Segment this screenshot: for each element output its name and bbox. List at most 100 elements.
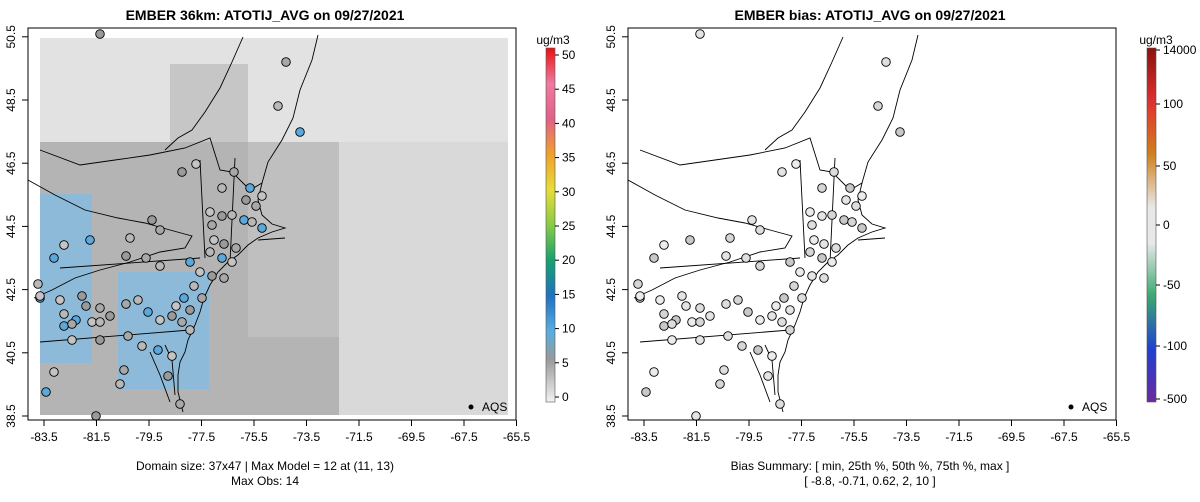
grid-cell bbox=[235, 90, 248, 103]
aqs-site-marker bbox=[797, 293, 807, 303]
grid-cell bbox=[469, 64, 482, 77]
grid-cell bbox=[118, 155, 131, 168]
grid-cell bbox=[417, 207, 430, 220]
grid-cell bbox=[209, 311, 222, 324]
grid-cell bbox=[391, 285, 404, 298]
grid-cell bbox=[495, 246, 508, 259]
grid-cell bbox=[378, 103, 391, 116]
aqs-site-marker bbox=[147, 215, 157, 225]
grid-cell bbox=[209, 298, 222, 311]
grid-cell bbox=[365, 298, 378, 311]
grid-cell bbox=[365, 259, 378, 272]
grid-cell bbox=[235, 389, 248, 402]
grid-cell bbox=[300, 272, 313, 285]
grid-cell bbox=[313, 363, 326, 376]
grid-cell bbox=[248, 363, 261, 376]
grid-cell bbox=[430, 298, 443, 311]
grid-cell bbox=[456, 311, 469, 324]
grid-cell bbox=[92, 389, 105, 402]
grid-cell bbox=[391, 168, 404, 181]
grid-cell bbox=[131, 194, 144, 207]
grid-cell bbox=[300, 38, 313, 51]
grid-cell bbox=[196, 168, 209, 181]
grid-cell bbox=[66, 155, 79, 168]
grid-cell bbox=[53, 142, 66, 155]
grid-cell bbox=[365, 116, 378, 129]
grid-cell bbox=[482, 363, 495, 376]
grid-cell bbox=[456, 155, 469, 168]
aqs-site-marker bbox=[649, 367, 659, 377]
grid-cell bbox=[482, 51, 495, 64]
grid-cell bbox=[365, 51, 378, 64]
aqs-site-marker bbox=[817, 253, 827, 263]
grid-cell bbox=[417, 285, 430, 298]
grid-cell bbox=[378, 90, 391, 103]
grid-cell bbox=[274, 155, 287, 168]
grid-cell bbox=[131, 311, 144, 324]
grid-cell bbox=[144, 38, 157, 51]
grid-cell bbox=[404, 51, 417, 64]
grid-cell bbox=[339, 337, 352, 350]
grid-cell bbox=[222, 298, 235, 311]
aqs-site-marker bbox=[827, 210, 837, 220]
grid-cell bbox=[53, 207, 66, 220]
grid-cell bbox=[495, 337, 508, 350]
grid-cell bbox=[92, 285, 105, 298]
grid-cell bbox=[404, 155, 417, 168]
grid-cell bbox=[391, 64, 404, 77]
grid-cell bbox=[66, 194, 79, 207]
grid-cell bbox=[456, 77, 469, 90]
grid-cell bbox=[352, 77, 365, 90]
grid-cell bbox=[417, 51, 430, 64]
grid-cell bbox=[118, 142, 131, 155]
grid-cell bbox=[365, 168, 378, 181]
grid-cell bbox=[495, 402, 508, 415]
model-colorbar-unit: ug/m3 bbox=[536, 33, 570, 47]
grid-cell bbox=[261, 64, 274, 77]
grid-cell bbox=[326, 259, 339, 272]
grid-cell bbox=[300, 350, 313, 363]
grid-cell bbox=[92, 155, 105, 168]
grid-cell bbox=[92, 376, 105, 389]
grid-cell bbox=[53, 38, 66, 51]
grid-cell bbox=[378, 298, 391, 311]
grid-cell bbox=[430, 90, 443, 103]
grid-cell bbox=[313, 142, 326, 155]
grid-cell bbox=[40, 51, 53, 64]
bias-y-axis: 38.5 40.5 42.5 44.5 46.5 48.5 50.5 bbox=[604, 25, 628, 428]
grid-cell bbox=[430, 103, 443, 116]
grid-cell bbox=[378, 337, 391, 350]
grid-cell bbox=[365, 272, 378, 285]
aqs-site-marker bbox=[667, 319, 677, 329]
grid-cell bbox=[209, 103, 222, 116]
grid-cell bbox=[313, 337, 326, 350]
grid-cell bbox=[417, 324, 430, 337]
grid-cell bbox=[495, 311, 508, 324]
grid-cell bbox=[209, 350, 222, 363]
grid-cell bbox=[365, 38, 378, 51]
grid-cell bbox=[495, 285, 508, 298]
grid-cell bbox=[300, 402, 313, 415]
state-border-pa-south bbox=[39, 329, 191, 343]
grid-cell bbox=[222, 337, 235, 350]
grid-cell bbox=[430, 64, 443, 77]
grid-cell bbox=[79, 51, 92, 64]
grid-cell bbox=[144, 194, 157, 207]
aqs-site-marker bbox=[251, 201, 261, 211]
grid-cell bbox=[222, 389, 235, 402]
grid-cell bbox=[66, 38, 79, 51]
aqs-site-marker bbox=[219, 273, 229, 283]
model-x-tick-label: -69.5 bbox=[398, 430, 426, 444]
grid-cell bbox=[235, 350, 248, 363]
aqs-site-marker bbox=[777, 317, 787, 327]
grid-cell bbox=[261, 402, 274, 415]
grid-cell bbox=[417, 259, 430, 272]
grid-cell bbox=[92, 363, 105, 376]
aqs-site-marker bbox=[845, 183, 855, 193]
grid-cell bbox=[131, 51, 144, 64]
aqs-site-marker bbox=[175, 399, 185, 409]
grid-cell bbox=[456, 90, 469, 103]
grid-cell bbox=[313, 272, 326, 285]
grid-cell bbox=[274, 272, 287, 285]
grid-cell bbox=[274, 389, 287, 402]
